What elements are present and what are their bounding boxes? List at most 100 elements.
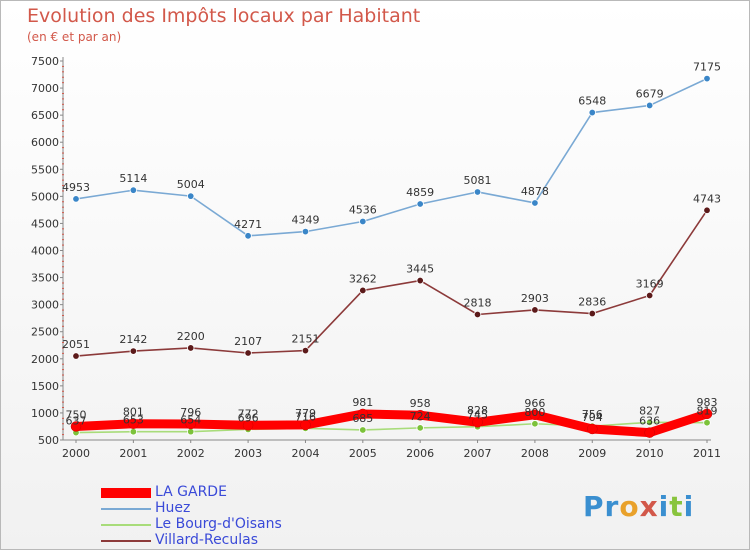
chart-title: Evolution des Impôts locaux par Habitant: [27, 5, 421, 27]
y-tick-label: 3000: [31, 299, 59, 312]
data-point: [244, 232, 252, 240]
data-point: [531, 420, 539, 428]
data-label: 696: [238, 411, 259, 424]
logo-letter: o: [619, 490, 640, 523]
y-tick-label: 2000: [31, 353, 59, 366]
data-point: [187, 344, 195, 352]
data-label: 2151: [291, 333, 319, 346]
data-point: [70, 421, 82, 432]
y-tick-label: 1000: [31, 407, 59, 420]
y-tick-label: 2500: [31, 326, 59, 339]
data-label: 3262: [349, 272, 377, 285]
data-label: 4349: [291, 214, 319, 227]
data-label: 2903: [521, 292, 549, 305]
legend-label: Huez: [155, 500, 191, 516]
data-label: 4536: [349, 203, 377, 216]
legend-label: LA GARDE: [155, 484, 227, 500]
data-label: 958: [410, 397, 431, 410]
data-label: 724: [410, 410, 431, 423]
x-tick-label: 2000: [62, 447, 90, 460]
data-label: 637: [66, 415, 87, 428]
data-point: [701, 408, 713, 420]
data-label: 2836: [578, 296, 606, 309]
series-line: [71, 409, 712, 438]
x-tick-label: 2002: [177, 447, 205, 460]
x-tick-label: 2007: [464, 447, 492, 460]
data-point: [300, 419, 311, 431]
y-tick-label: 4000: [31, 245, 59, 258]
data-point: [703, 419, 711, 427]
data-point: [357, 408, 369, 420]
x-tick-label: 2009: [578, 447, 606, 460]
logo-letter: P: [583, 490, 605, 523]
data-point: [644, 427, 655, 438]
data-label: 4859: [406, 186, 434, 199]
data-point: [416, 424, 424, 432]
y-tick-label: 5000: [31, 190, 59, 203]
logo-letter: i: [658, 490, 670, 523]
data-point: [588, 108, 596, 117]
data-label: 654: [180, 414, 201, 427]
data-point: [416, 276, 424, 285]
data-point: [244, 349, 252, 357]
data-point: [72, 352, 80, 360]
data-label: 745: [467, 409, 488, 422]
data-point: [472, 416, 483, 428]
proxiti-logo: Proxiti: [583, 490, 694, 523]
series-line: [75, 77, 708, 237]
data-point: [645, 101, 654, 110]
data-label: 7175: [693, 61, 721, 74]
chart-subtitle: (en € et par an): [27, 30, 122, 44]
data-point: [187, 192, 195, 200]
data-point: [128, 418, 139, 429]
data-label: 2142: [119, 333, 147, 346]
data-label: 5114: [119, 172, 147, 185]
data-point: [531, 199, 539, 207]
data-point: [129, 428, 138, 436]
data-label: 6679: [636, 87, 664, 100]
data-point: [645, 418, 654, 426]
x-tick-label: 2011: [693, 447, 721, 460]
data-label: 5081: [464, 174, 492, 187]
data-point: [129, 347, 138, 355]
data-point: [72, 195, 80, 203]
data-label: 2200: [177, 330, 205, 343]
data-point: [359, 286, 367, 295]
data-label: 4878: [521, 185, 549, 198]
data-label: 2051: [62, 338, 90, 351]
data-label: 756: [582, 408, 603, 421]
data-label: 779: [295, 407, 316, 420]
data-label: 801: [123, 406, 144, 419]
data-point: [416, 200, 424, 208]
data-point: [359, 426, 367, 434]
data-label: 4271: [234, 218, 262, 231]
legend-swatch: [101, 540, 151, 542]
data-label: 6548: [578, 95, 606, 108]
data-point: [531, 306, 539, 314]
data-point: [359, 217, 367, 226]
data-point: [185, 418, 196, 430]
data-point: [703, 206, 711, 214]
legend-label: Villard-Reculas: [155, 532, 259, 548]
x-tick-label: 2008: [521, 447, 549, 460]
y-tick-label: 4500: [31, 217, 59, 230]
y-tick-label: 5500: [31, 163, 59, 176]
x-tick-label: 2004: [291, 447, 319, 460]
x-tick-label: 2010: [636, 447, 664, 460]
y-tick-label: 7500: [31, 55, 59, 68]
data-label: 772: [238, 407, 259, 420]
data-label: 3169: [636, 277, 664, 290]
legend-label: Le Bourg-d'Oisans: [155, 516, 282, 532]
y-tick-label: 6500: [31, 109, 59, 122]
data-label: 819: [697, 405, 718, 418]
data-label: 800: [524, 406, 545, 419]
data-label: 716: [295, 410, 316, 423]
data-point: [473, 310, 482, 319]
data-point: [301, 346, 310, 355]
data-label: 750: [66, 408, 87, 421]
x-tick-label: 2006: [406, 447, 434, 460]
data-point: [529, 409, 541, 421]
y-tick-label: 3500: [31, 272, 59, 285]
data-label: 828: [467, 404, 488, 417]
